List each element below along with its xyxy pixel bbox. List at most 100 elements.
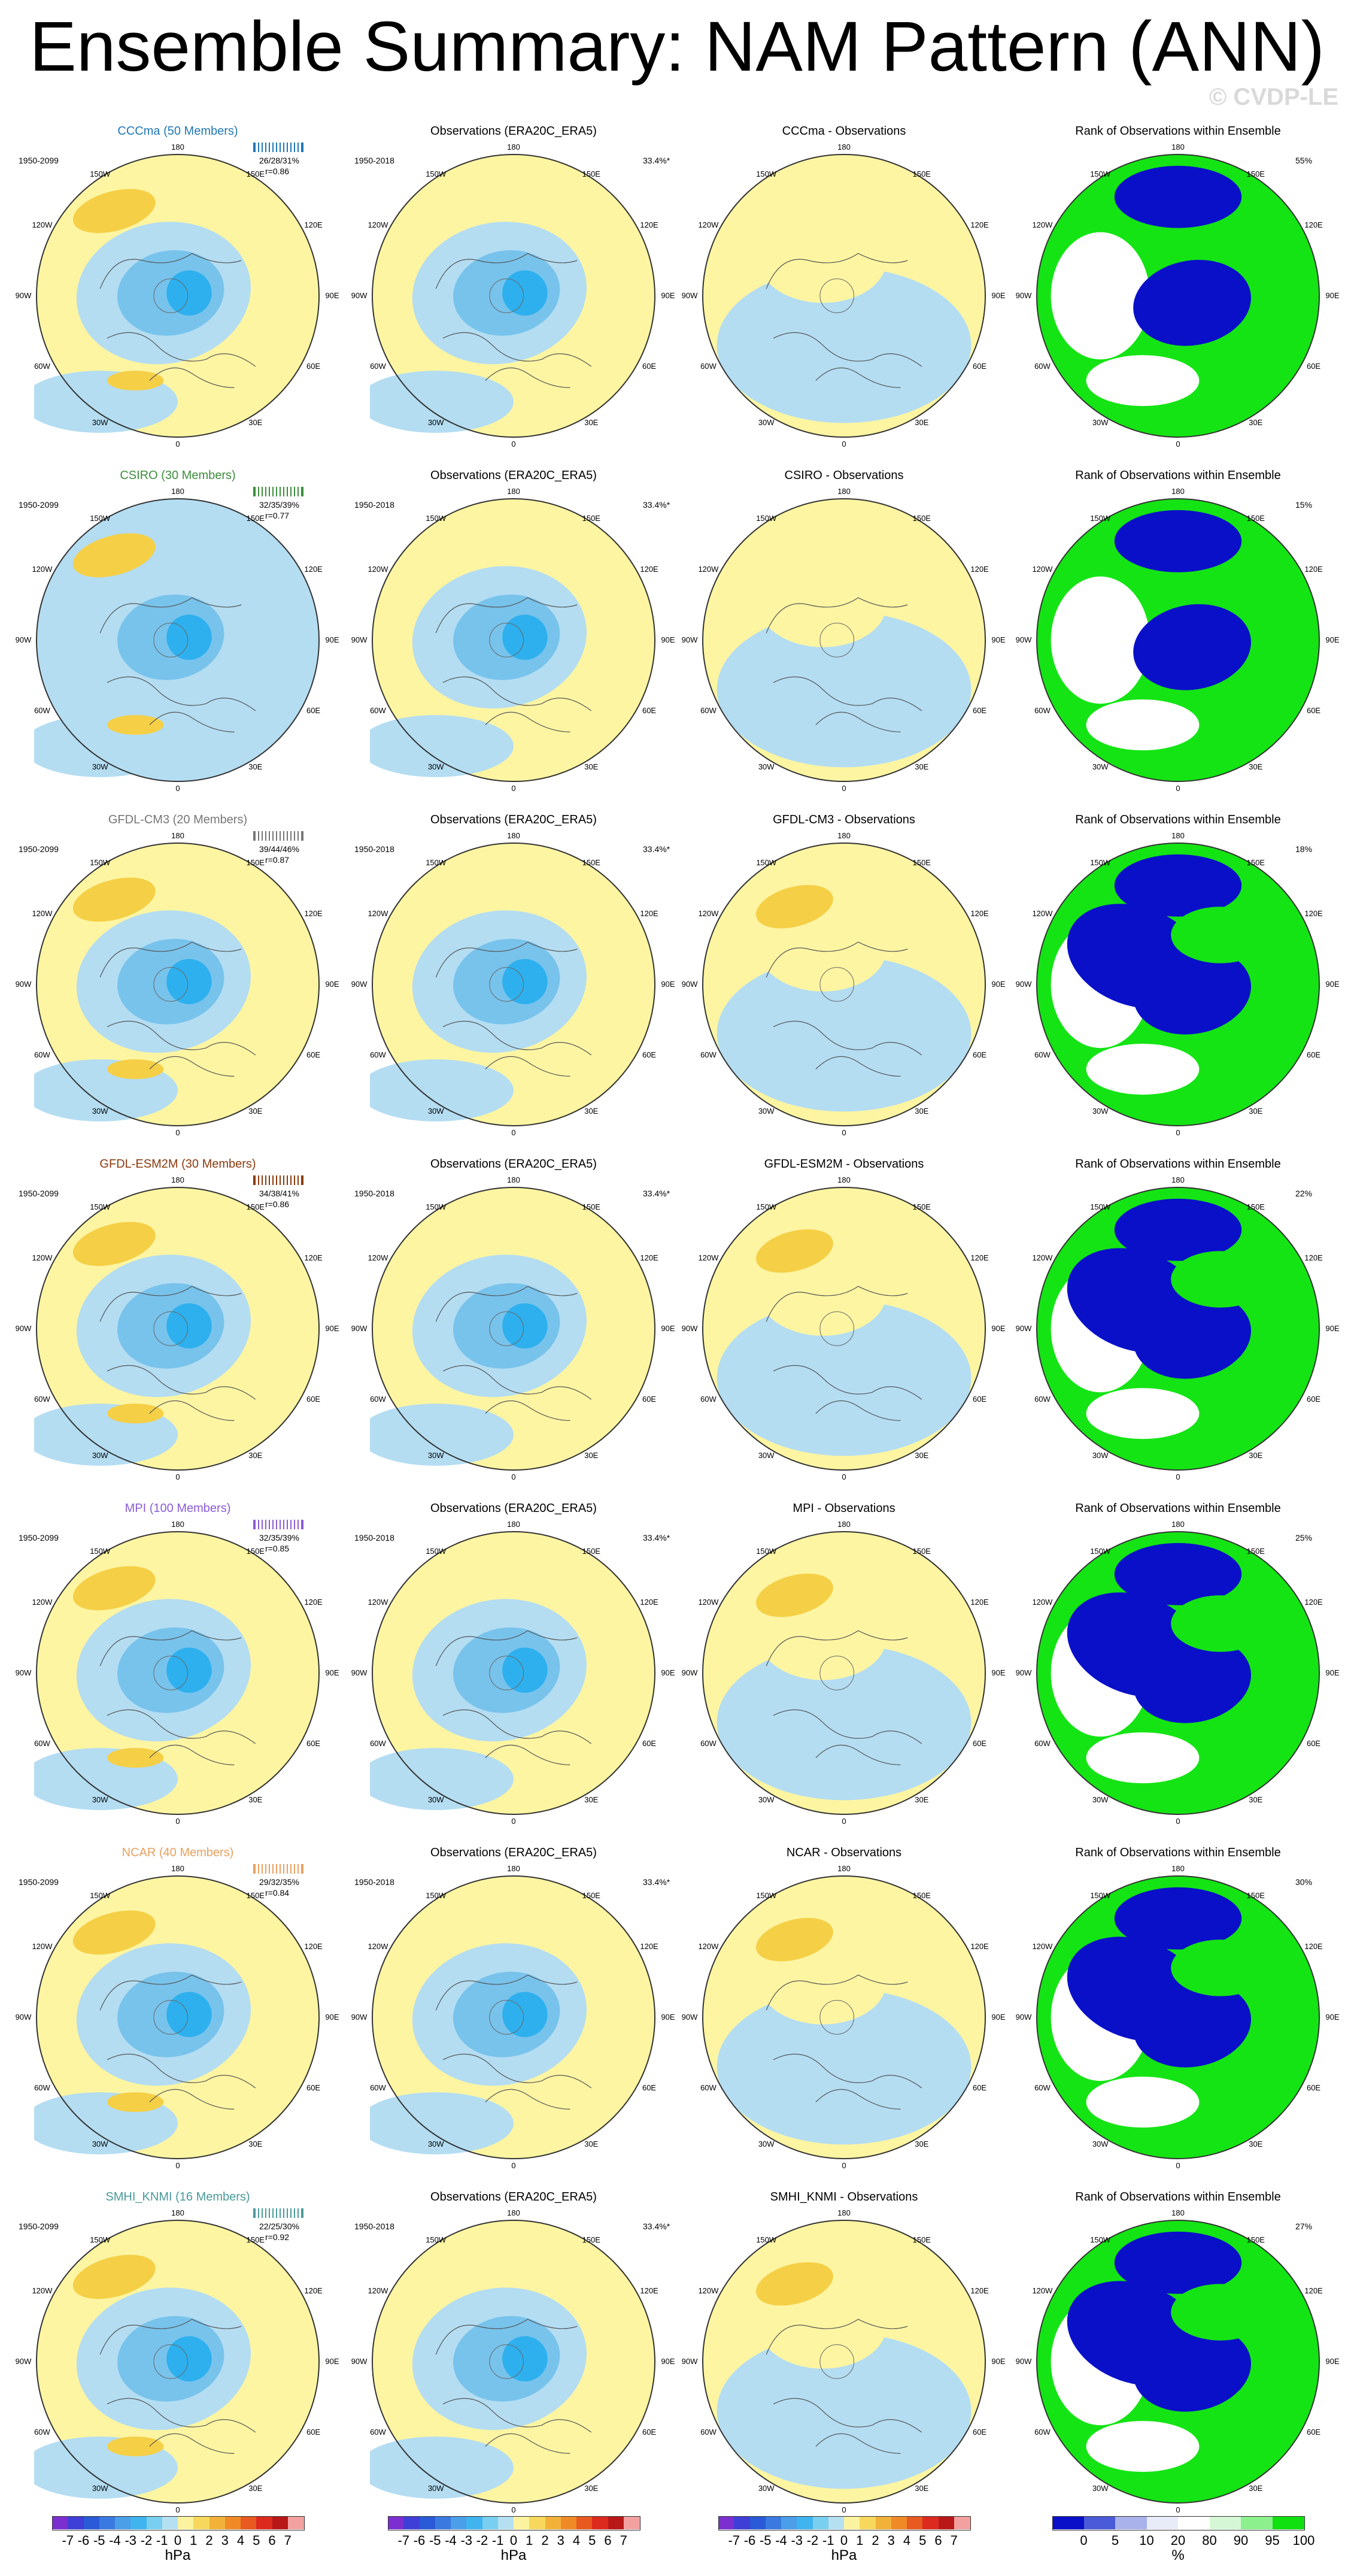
lon-label-60W: 60W: [1034, 2083, 1051, 2092]
pattern-correlation: r=0.85: [265, 1544, 290, 1553]
lon-label-60E: 60E: [1306, 2083, 1321, 2092]
lon-label-150E: 150E: [246, 858, 265, 868]
coastline: [442, 332, 592, 367]
coastline: [107, 1365, 256, 1400]
hpa-colorbar-tick: -4: [775, 2533, 787, 2548]
obs-map: [370, 498, 655, 782]
lon-label-60E: 60E: [642, 1050, 657, 1059]
lon-label-120W: 120W: [32, 2286, 53, 2295]
lon-label-90E: 90E: [325, 980, 339, 989]
lon-label-30W: 30W: [1092, 1795, 1109, 1805]
positive-anomaly: [759, 218, 887, 303]
lon-label-30W: 30W: [427, 1451, 444, 1460]
rank-map: [1036, 498, 1320, 782]
coastline: [435, 1630, 578, 1666]
hpa-colorbar-swatch: [162, 2516, 178, 2529]
lon-label-60W: 60W: [370, 2083, 386, 2092]
lon-label-150E: 150E: [582, 1891, 600, 1901]
hpa-colorbar-tick: 2: [205, 2533, 213, 2548]
map-outline: [702, 1187, 986, 1471]
map-outline: [372, 1531, 655, 1815]
lon-label-90E: 90E: [1325, 1668, 1340, 1677]
positive-anomaly: [759, 1595, 887, 1680]
negative-anomaly: [370, 2436, 514, 2499]
lon-label-30E: 30E: [248, 1795, 263, 1805]
negative-anomaly-core: [166, 1303, 212, 1349]
positive-anomaly: [759, 1939, 887, 2025]
lon-label-60W: 60W: [370, 1050, 386, 1059]
lon-label-120E: 120E: [640, 220, 658, 229]
lon-label-60E: 60E: [306, 2083, 321, 2092]
lon-label-30W: 30W: [1092, 2484, 1109, 2493]
panel-title: GFDL-ESM2M (30 Members): [99, 1157, 256, 1171]
spread-bar: [253, 1520, 303, 1529]
hpa-colorbar-swatch: [514, 2516, 530, 2529]
coastline: [99, 1630, 242, 1666]
map-outline: [702, 1531, 986, 1815]
coastline: [819, 623, 855, 657]
lon-label-150W: 150W: [756, 1547, 777, 1556]
lon-label-120W: 120W: [368, 1942, 388, 1951]
lon-label-30E: 30E: [1249, 418, 1263, 428]
lon-label-120E: 120E: [970, 2286, 989, 2295]
hpa-colorbar-swatch: [954, 2516, 970, 2529]
obs-map: [370, 1531, 655, 1815]
hpa-colorbar-swatch: [828, 2516, 845, 2529]
figure-title: Ensemble Summary: NAM Pattern (ANN): [29, 7, 1325, 86]
lon-label-90E: 90E: [661, 2357, 675, 2366]
lon-label-60W: 60W: [1034, 706, 1051, 715]
negative-anomaly: [717, 1300, 972, 1456]
coastline: [773, 1365, 922, 1400]
lon-label-30E: 30E: [248, 2139, 263, 2149]
panel-title: Rank of Observations within Ensemble: [1075, 469, 1281, 482]
lon-label-60W: 60W: [700, 1050, 717, 1059]
lon-label-120W: 120W: [368, 1253, 388, 1262]
coastline: [485, 711, 570, 732]
coastline: [99, 253, 242, 289]
coastline: [435, 1286, 578, 1322]
pattern-correlation: r=0.87: [265, 855, 290, 865]
lon-label-60W: 60W: [34, 706, 50, 715]
hpa-colorbar-swatch: [922, 2516, 939, 2529]
negative-anomaly: [370, 715, 514, 777]
period-label: 1950-2099: [19, 500, 59, 510]
coastline: [107, 332, 256, 367]
lon-label-60E: 60E: [306, 362, 321, 371]
rank-white-region: [1086, 1732, 1200, 1784]
lon-label-60E: 60E: [1306, 1050, 1321, 1059]
lon-label-90W: 90W: [1015, 2013, 1032, 2022]
coastline: [99, 2319, 242, 2355]
panel-title: Rank of Observations within Ensemble: [1075, 813, 1281, 826]
period-label: 1950-2099: [19, 2222, 59, 2231]
hpa-colorbar-swatch: [812, 2516, 829, 2529]
hpa-colorbar-swatch: [466, 2516, 482, 2529]
positive-anomaly: [756, 1229, 833, 1273]
rank-percent: 27%: [1295, 2222, 1313, 2231]
lon-label-0: 0: [1176, 784, 1180, 793]
hpa-colorbar-swatch: [907, 2516, 923, 2529]
lon-label-180: 180: [837, 1520, 851, 1529]
period-label: 1950-2018: [354, 1189, 394, 1198]
lon-label-30W: 30W: [92, 418, 108, 428]
rank-colorbar-frame: [1052, 2516, 1305, 2530]
lon-label-30E: 30E: [584, 418, 599, 428]
negative-anomaly: [717, 1644, 972, 1801]
lon-label-30E: 30E: [584, 2484, 599, 2493]
lon-label-120E: 120E: [640, 909, 658, 918]
rank-colorbar-tick: 0: [1080, 2533, 1088, 2548]
coastline: [153, 1311, 189, 1346]
coastline: [442, 2053, 592, 2089]
spread-bar: [253, 143, 303, 152]
obs-map: [370, 1187, 655, 1471]
panel-title: GFDL-CM3 (20 Members): [108, 813, 248, 826]
lon-label-150W: 150W: [756, 1202, 777, 1212]
lon-label-180: 180: [171, 1864, 184, 1873]
lon-label-0: 0: [1176, 1472, 1180, 1481]
positive-anomaly: [756, 2262, 833, 2306]
hpa-colorbar-tick: 0: [840, 2533, 848, 2548]
hpa-colorbar-swatch: [99, 2516, 116, 2529]
lon-label-120W: 120W: [698, 1253, 719, 1262]
coastline: [773, 1020, 922, 1056]
spread-stats: 34/38/41%: [259, 1189, 299, 1198]
positive-anomaly: [759, 907, 887, 992]
